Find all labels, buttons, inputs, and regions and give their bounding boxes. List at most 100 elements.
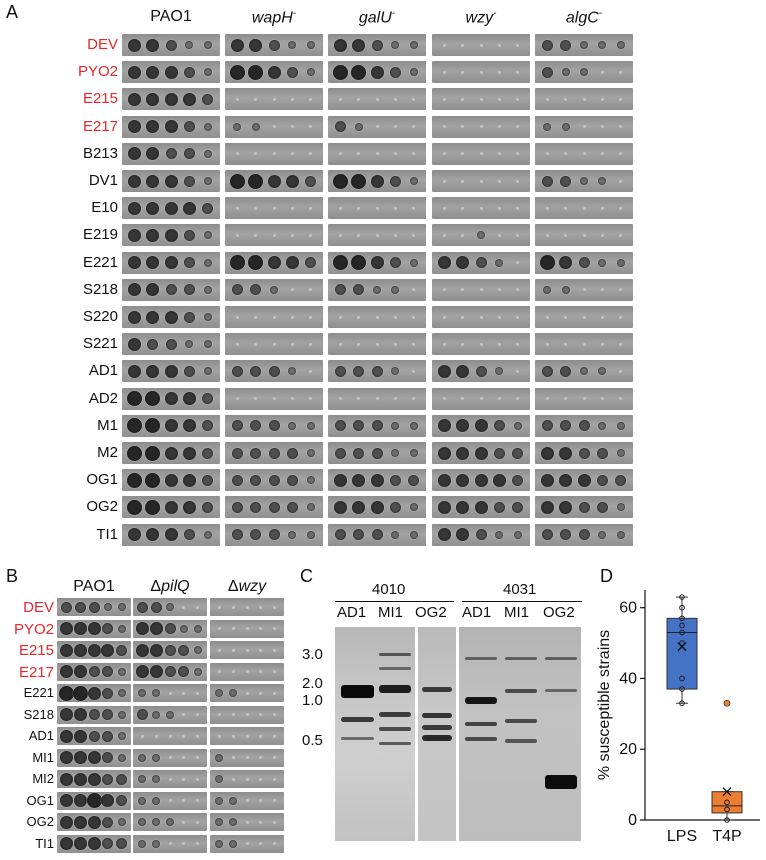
plaque-spot [461,315,464,319]
plaque-spot [127,310,141,324]
spot-plate [535,224,633,247]
plaque-spot [250,501,261,513]
plaque-spot [127,228,141,242]
plaque-spot [596,447,608,459]
spot-plate [328,333,426,356]
plaque-spot [286,474,298,486]
plaque-spot [351,173,366,189]
plaque-spot [152,839,161,848]
plaque-spot [268,447,280,459]
plaque-spot [273,605,277,609]
plaque-spot [196,713,200,716]
plaque-spot [477,231,485,240]
plaque-spot [409,530,418,539]
plaque-spot [495,530,504,539]
plaque-spot [393,315,397,319]
plaque-spot [164,201,178,215]
plaque-spot [497,152,501,156]
plaque-spot [182,713,186,716]
plaque-spot [332,255,348,271]
plaque-spot [288,530,297,539]
plaque-spot [102,623,114,634]
plaque-spot [147,338,158,350]
plaque-spot [393,97,397,101]
plaque-spot [516,125,520,129]
plaque-spot [309,97,313,101]
data-point [679,615,685,622]
plaque-spot [619,233,623,237]
spot-plate [225,496,323,519]
spot-plate [57,791,131,810]
panel-letter-c: C [300,566,313,586]
data-point [679,622,685,629]
spot-plate [535,306,633,328]
plaque-spot [391,285,400,294]
plaque-spot [545,206,549,210]
plaque-spot [231,734,235,738]
spot-plate [225,278,323,301]
plaque-spot [437,419,451,433]
plaque-spot [126,472,142,488]
plaque-spot [185,340,194,349]
gel-band [545,775,577,789]
plaque-spot [146,310,159,324]
row-label-e221: E221 [82,253,118,271]
spot-plate [225,170,323,192]
spot-plate [57,641,131,659]
spot-plate [432,442,530,464]
spot-plate [225,442,323,464]
plaque-spot [437,256,451,270]
plaque-spot [442,397,446,401]
gel-band [545,689,577,692]
plaque-spot [516,261,520,265]
spot-plate [535,170,633,192]
spot-plate [122,278,220,301]
plaque-spot [545,342,549,346]
plaque-spot [371,365,383,377]
plaque-spot [73,751,87,764]
plaque-spot [259,670,263,673]
plaque-spot [479,97,483,101]
outlier-point [723,699,731,707]
plaque-spot [357,206,360,210]
plaque-spot [619,70,623,74]
gel-band [341,737,374,740]
spot-plate [57,684,131,702]
plaque-spot [116,773,128,785]
plaque-spot [357,397,360,401]
plaque-spot [164,120,178,134]
plaque-spot [196,820,200,824]
plaque-spot [259,820,263,824]
plaque-spot [389,501,401,513]
plaque-spot [479,43,483,47]
plaque-spot [149,622,163,635]
plaque-spot [288,367,297,376]
plaque-spot [117,710,126,719]
plaque-spot [564,315,567,319]
data-point [724,806,730,813]
plaque-spot [492,473,506,487]
plaque-spot [290,233,294,237]
spot-plate [210,705,284,724]
row-label-b213: B213 [82,144,118,162]
plaque-spot [229,255,245,271]
plaque-spot [250,420,261,432]
plaque-spot [375,206,379,210]
plaque-spot [254,152,257,156]
plaque-spot [286,501,298,513]
plaque-spot [497,70,501,74]
plaque-spot [165,39,177,51]
plaque-spot [461,70,464,74]
plaque-spot [306,68,315,77]
plaque-spot [231,756,235,759]
plaque-spot [619,97,623,101]
plaque-spot [117,689,126,697]
spot-plate [122,496,220,519]
plaque-spot [409,503,418,512]
spot-plate [432,360,530,383]
spot-plate [535,442,633,464]
plaque-spot [183,257,195,269]
plaque-spot [164,528,178,542]
spot-plate [122,469,220,492]
plaque-spot [543,122,552,131]
